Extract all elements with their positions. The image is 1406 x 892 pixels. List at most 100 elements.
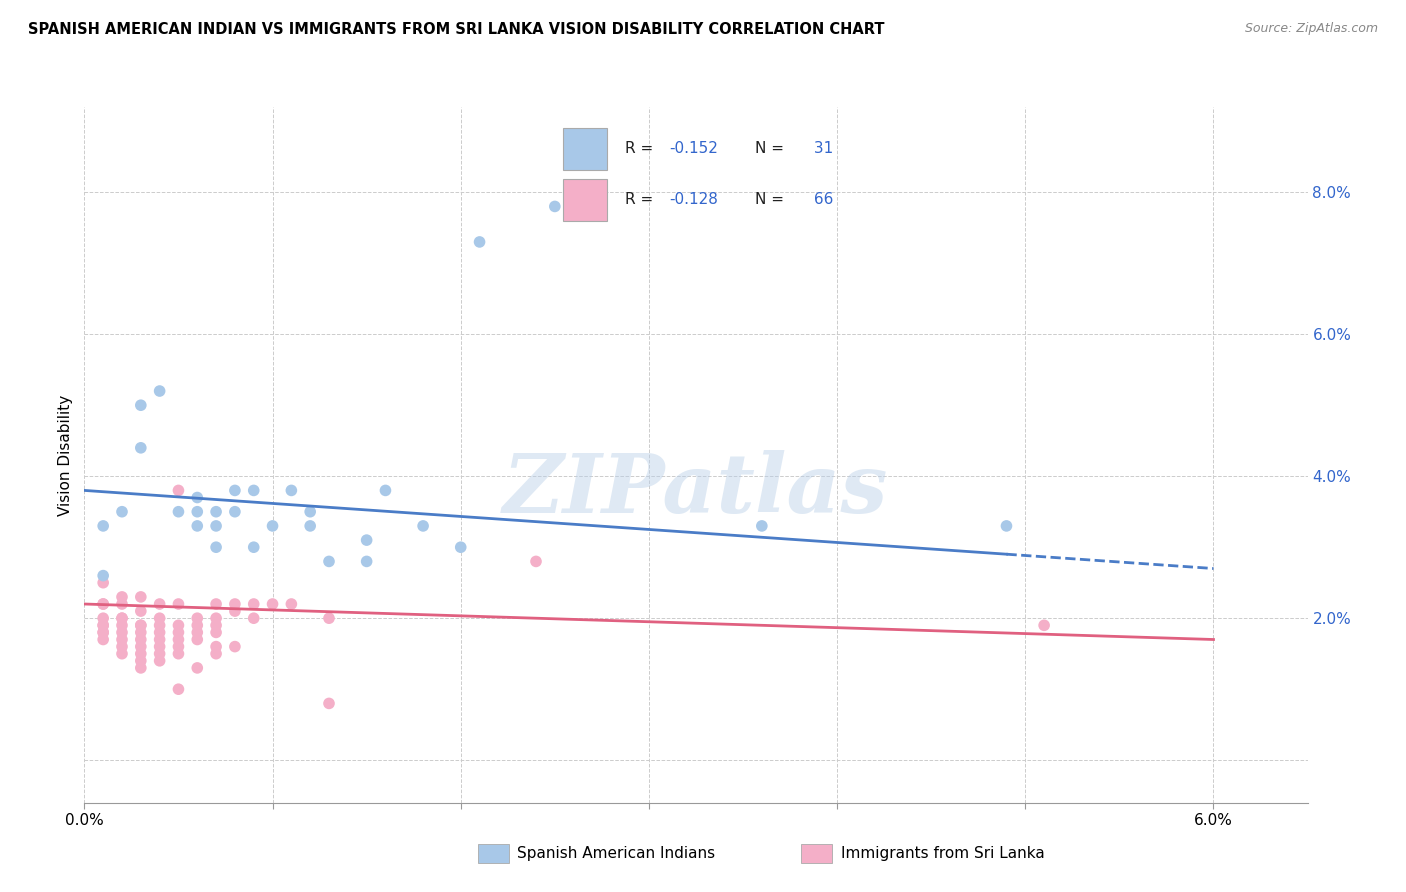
- Point: [205, 505, 228, 519]
- Point: [374, 483, 396, 498]
- Point: [91, 611, 114, 625]
- Point: [1033, 618, 1056, 632]
- Point: [167, 597, 190, 611]
- Point: [129, 632, 152, 647]
- Point: [129, 640, 152, 654]
- Point: [149, 640, 172, 654]
- Point: [149, 632, 172, 647]
- Point: [242, 483, 264, 498]
- Point: [186, 661, 208, 675]
- Point: [186, 611, 208, 625]
- Point: [129, 647, 152, 661]
- Point: [149, 654, 172, 668]
- Point: [224, 604, 246, 618]
- Text: SPANISH AMERICAN INDIAN VS IMMIGRANTS FROM SRI LANKA VISION DISABILITY CORRELATI: SPANISH AMERICAN INDIAN VS IMMIGRANTS FR…: [28, 22, 884, 37]
- Point: [450, 540, 472, 554]
- Point: [205, 597, 228, 611]
- Point: [167, 625, 190, 640]
- Point: [262, 597, 284, 611]
- Point: [224, 505, 246, 519]
- Point: [186, 491, 208, 505]
- Point: [91, 568, 114, 582]
- Point: [242, 611, 264, 625]
- Point: [167, 647, 190, 661]
- Point: [111, 597, 134, 611]
- Point: [205, 647, 228, 661]
- Point: [111, 505, 134, 519]
- Point: [129, 618, 152, 632]
- Point: [111, 640, 134, 654]
- Point: [149, 618, 172, 632]
- Point: [91, 625, 114, 640]
- Point: [468, 235, 491, 249]
- Point: [149, 625, 172, 640]
- Point: [205, 618, 228, 632]
- Point: [167, 618, 190, 632]
- Point: [356, 533, 378, 548]
- Point: [149, 647, 172, 661]
- Text: Source: ZipAtlas.com: Source: ZipAtlas.com: [1244, 22, 1378, 36]
- Point: [91, 575, 114, 590]
- Point: [205, 519, 228, 533]
- Text: ZIPatlas: ZIPatlas: [503, 450, 889, 530]
- Point: [751, 519, 773, 533]
- Point: [91, 618, 114, 632]
- Point: [129, 604, 152, 618]
- Point: [186, 618, 208, 632]
- Point: [111, 647, 134, 661]
- Point: [129, 661, 152, 675]
- Point: [280, 597, 302, 611]
- Point: [412, 519, 434, 533]
- Point: [129, 618, 152, 632]
- Point: [318, 697, 340, 711]
- Point: [129, 398, 152, 412]
- Point: [167, 682, 190, 697]
- Point: [111, 590, 134, 604]
- Point: [186, 625, 208, 640]
- Point: [167, 640, 190, 654]
- Point: [299, 505, 322, 519]
- Point: [167, 505, 190, 519]
- Text: Immigrants from Sri Lanka: Immigrants from Sri Lanka: [841, 847, 1045, 861]
- Point: [242, 540, 264, 554]
- Point: [149, 384, 172, 398]
- Point: [129, 441, 152, 455]
- Point: [91, 618, 114, 632]
- Point: [111, 618, 134, 632]
- Point: [91, 597, 114, 611]
- Point: [205, 625, 228, 640]
- Text: Spanish American Indians: Spanish American Indians: [517, 847, 716, 861]
- Point: [111, 611, 134, 625]
- Point: [524, 554, 547, 568]
- Point: [111, 611, 134, 625]
- Point: [186, 519, 208, 533]
- Point: [299, 519, 322, 533]
- Point: [205, 611, 228, 625]
- Y-axis label: Vision Disability: Vision Disability: [58, 394, 73, 516]
- Point: [186, 505, 208, 519]
- Point: [356, 554, 378, 568]
- Point: [544, 199, 567, 213]
- Point: [995, 519, 1018, 533]
- Point: [167, 632, 190, 647]
- Point: [111, 625, 134, 640]
- Point: [129, 654, 152, 668]
- Point: [149, 611, 172, 625]
- Point: [91, 519, 114, 533]
- Point: [91, 597, 114, 611]
- Point: [129, 590, 152, 604]
- Point: [262, 519, 284, 533]
- Point: [129, 625, 152, 640]
- Point: [205, 640, 228, 654]
- Point: [280, 483, 302, 498]
- Point: [224, 483, 246, 498]
- Point: [186, 632, 208, 647]
- Point: [149, 597, 172, 611]
- Point: [205, 540, 228, 554]
- Point: [224, 597, 246, 611]
- Point: [167, 483, 190, 498]
- Point: [91, 625, 114, 640]
- Point: [318, 554, 340, 568]
- Point: [318, 611, 340, 625]
- Point: [91, 632, 114, 647]
